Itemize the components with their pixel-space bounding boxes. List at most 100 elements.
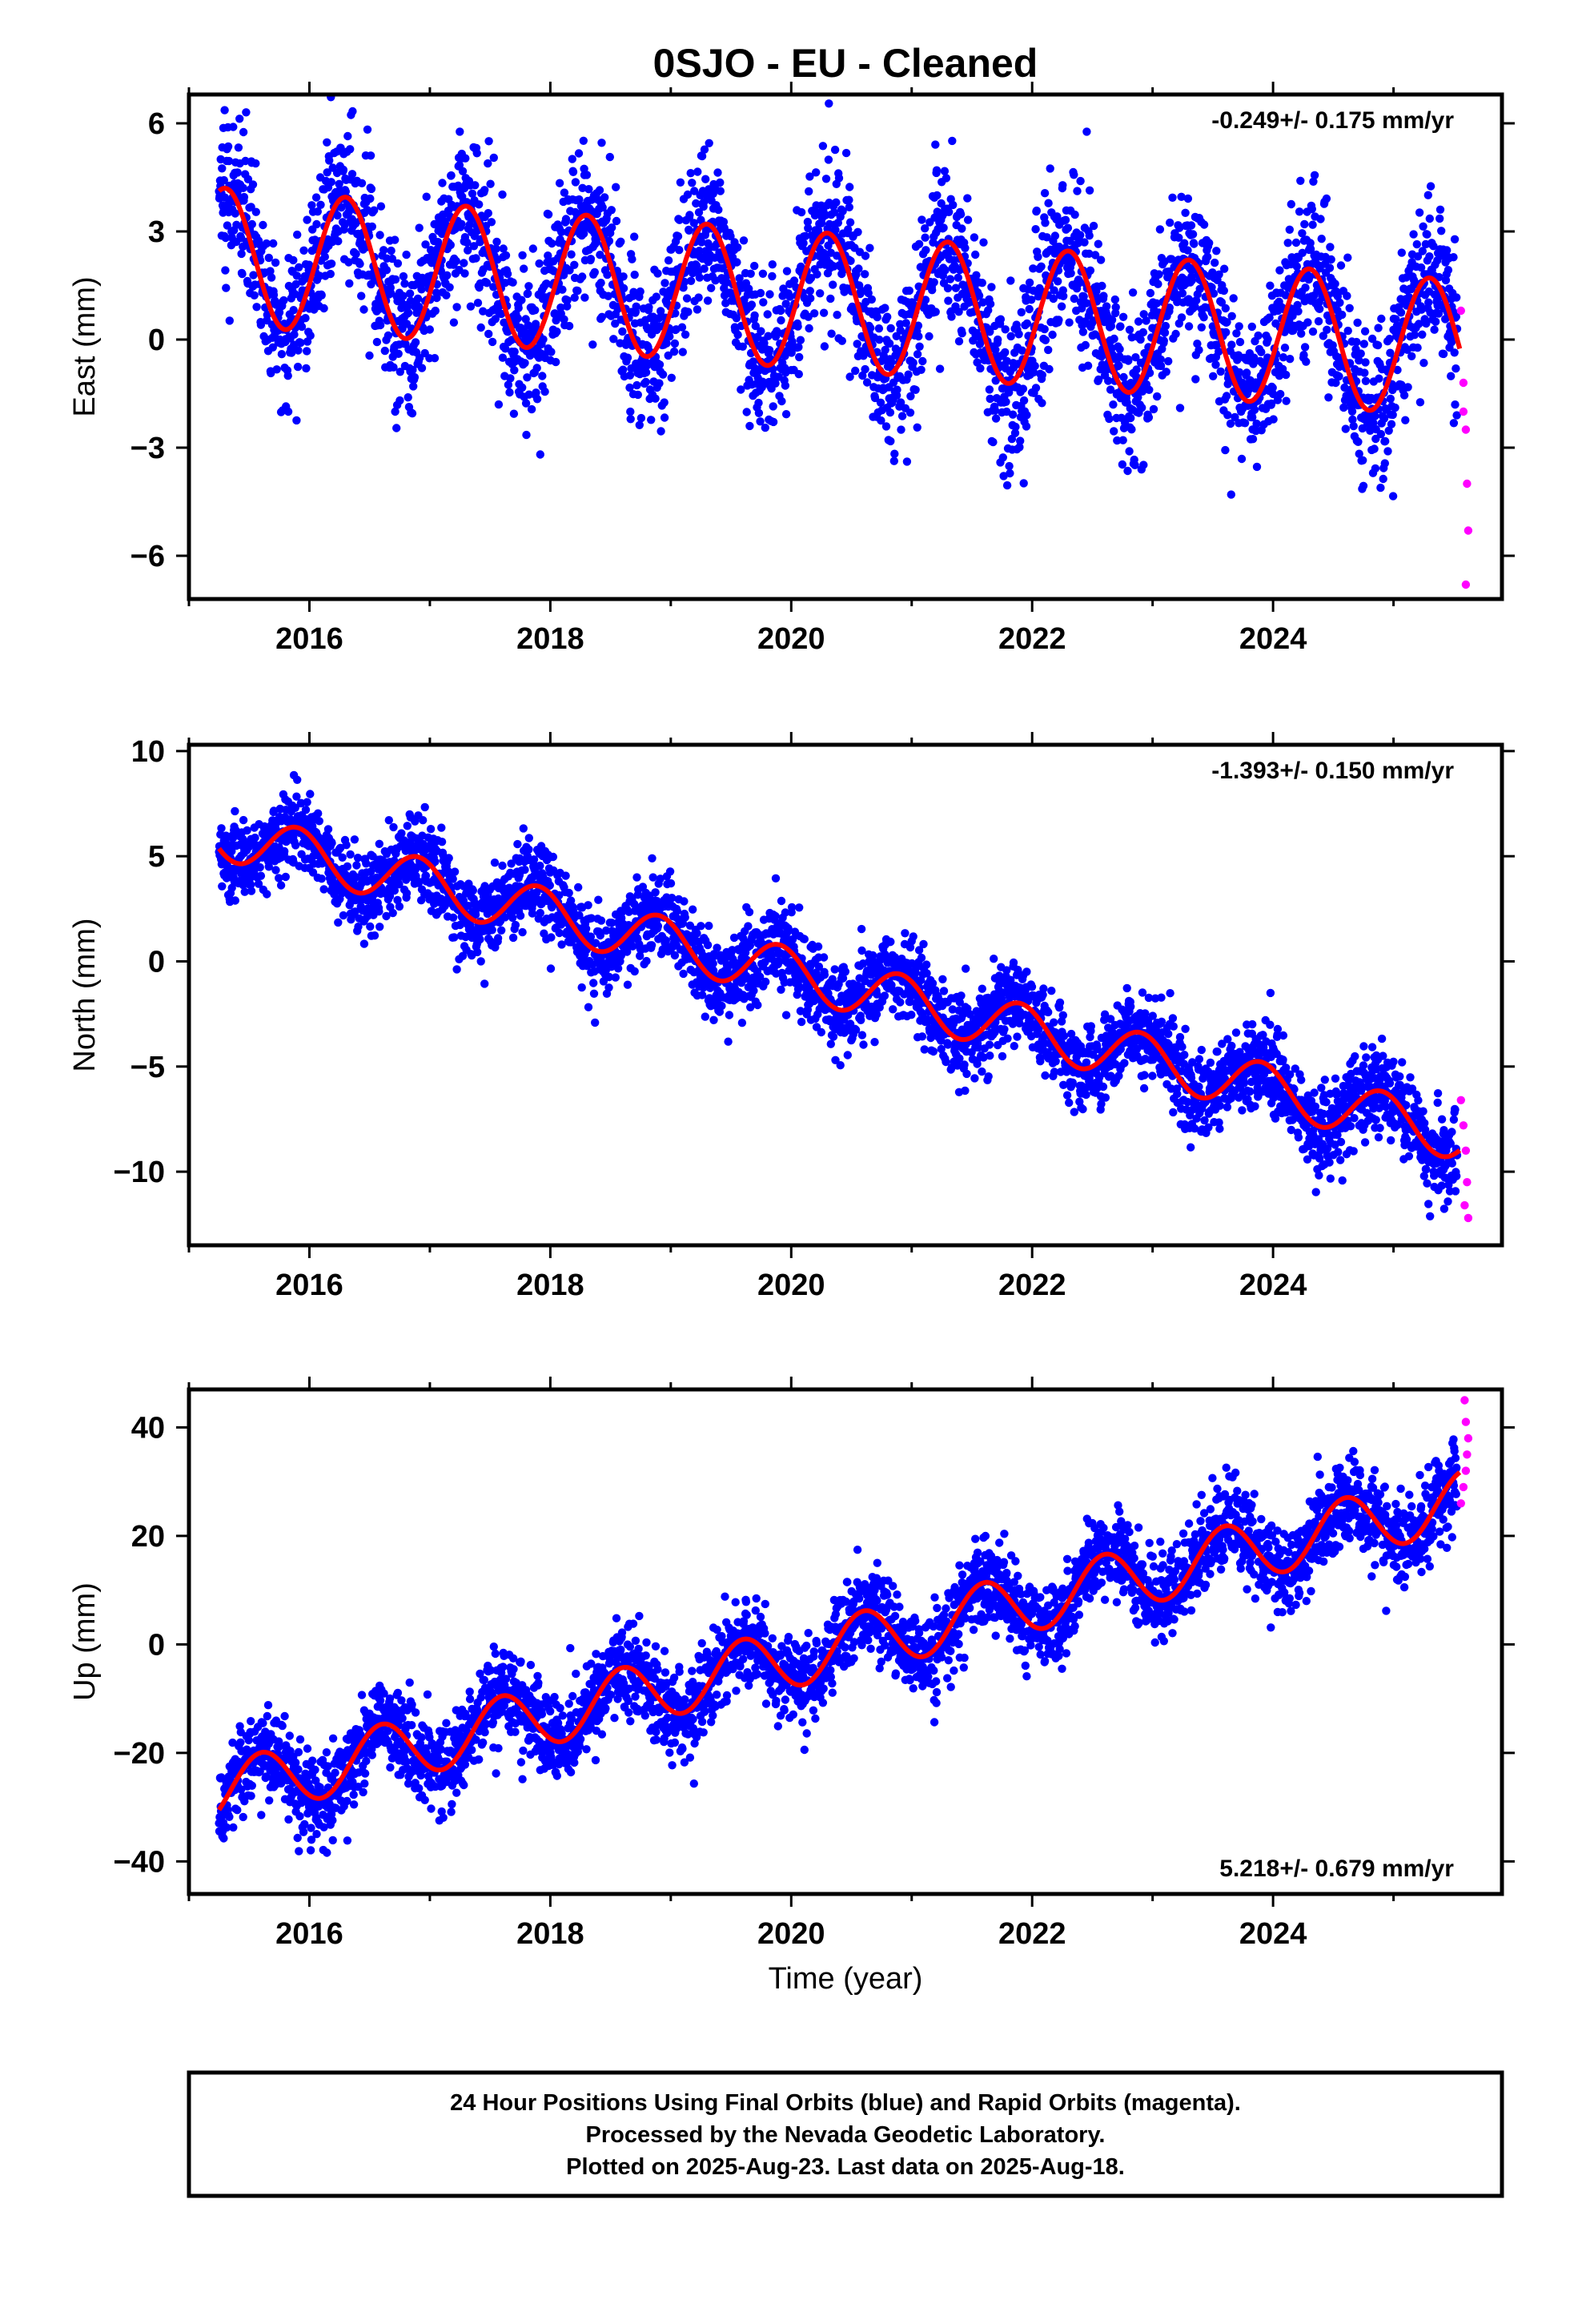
data-point — [494, 400, 504, 409]
data-point — [1232, 329, 1241, 338]
data-point — [885, 408, 895, 417]
data-point — [1123, 466, 1132, 476]
data-point — [570, 293, 579, 302]
data-point — [1283, 239, 1292, 247]
data-point — [877, 416, 885, 425]
data-point — [536, 908, 544, 918]
data-point — [1191, 302, 1199, 312]
data-point — [1217, 298, 1227, 307]
data-point — [1017, 308, 1026, 317]
data-point — [681, 330, 690, 339]
data-point — [1343, 292, 1351, 300]
data-point — [320, 252, 329, 261]
data-point — [527, 404, 536, 414]
data-point — [806, 274, 816, 283]
data-point — [756, 288, 765, 298]
data-point — [913, 350, 922, 359]
data-point — [1419, 222, 1427, 231]
data-point — [769, 417, 778, 427]
data-point — [1291, 238, 1301, 247]
data-point — [256, 871, 266, 880]
data-point — [578, 183, 587, 192]
data-point — [873, 312, 882, 322]
data-point — [1050, 231, 1060, 240]
data-point — [632, 380, 641, 390]
data-point — [711, 276, 720, 285]
data-point — [991, 414, 1001, 423]
rapid-data-point — [1463, 479, 1472, 489]
data-point — [1045, 364, 1054, 374]
data-point — [295, 263, 303, 271]
data-point — [887, 358, 896, 367]
x-tick-label: 2022 — [998, 622, 1066, 656]
data-point — [375, 231, 384, 239]
data-point — [870, 393, 880, 403]
data-point — [327, 178, 335, 187]
data-point — [1361, 358, 1370, 367]
data-point — [389, 822, 398, 832]
data-point — [925, 332, 934, 341]
data-point — [971, 250, 980, 259]
rapid-data-point — [1456, 306, 1466, 316]
data-point — [804, 223, 813, 233]
data-point — [449, 318, 459, 327]
data-point — [357, 292, 366, 300]
data-point — [975, 340, 985, 348]
data-point — [402, 250, 411, 259]
data-point — [1391, 403, 1399, 412]
data-point — [1002, 407, 1011, 416]
data-point — [1162, 368, 1170, 376]
data-point — [756, 417, 765, 426]
chart-title: 0SJO - EU - Cleaned — [653, 41, 1038, 86]
data-point — [630, 967, 639, 976]
data-point — [255, 862, 264, 872]
data-point — [317, 875, 326, 883]
data-point — [323, 825, 333, 834]
data-point — [524, 834, 533, 842]
data-point — [1154, 279, 1162, 288]
data-point — [1119, 372, 1128, 382]
data-point — [1388, 410, 1397, 420]
data-point — [404, 393, 412, 402]
data-point — [252, 303, 261, 312]
data-point — [1042, 233, 1051, 242]
data-point — [1057, 302, 1066, 311]
data-point — [432, 293, 441, 303]
data-point — [379, 246, 388, 255]
data-point — [395, 902, 404, 911]
data-point — [1276, 389, 1285, 399]
data-point — [974, 292, 984, 300]
data-point — [524, 282, 533, 291]
data-point — [1287, 199, 1296, 209]
data-point — [411, 338, 420, 347]
data-point — [1175, 404, 1185, 412]
data-point — [705, 139, 713, 147]
data-point — [510, 366, 519, 375]
data-point — [1325, 263, 1335, 272]
data-point — [465, 220, 474, 229]
data-point — [665, 867, 675, 876]
data-point — [781, 410, 791, 419]
data-point — [417, 364, 427, 372]
data-point — [618, 327, 627, 336]
data-point — [269, 239, 278, 248]
data-point — [292, 416, 301, 425]
data-point — [1352, 337, 1361, 347]
data-point — [1040, 324, 1049, 334]
data-point — [765, 346, 774, 355]
data-point — [1081, 340, 1090, 350]
data-point — [635, 420, 644, 429]
data-point — [604, 236, 614, 246]
data-point — [399, 271, 408, 281]
data-point — [905, 286, 914, 296]
data-point — [1098, 281, 1106, 291]
data-point — [346, 145, 355, 154]
data-point — [794, 343, 803, 352]
data-point — [1203, 252, 1212, 261]
data-point — [670, 339, 680, 348]
data-point — [939, 223, 948, 232]
data-point — [1145, 385, 1154, 394]
data-point — [224, 156, 234, 166]
data-point — [339, 911, 348, 920]
data-point — [567, 250, 576, 259]
